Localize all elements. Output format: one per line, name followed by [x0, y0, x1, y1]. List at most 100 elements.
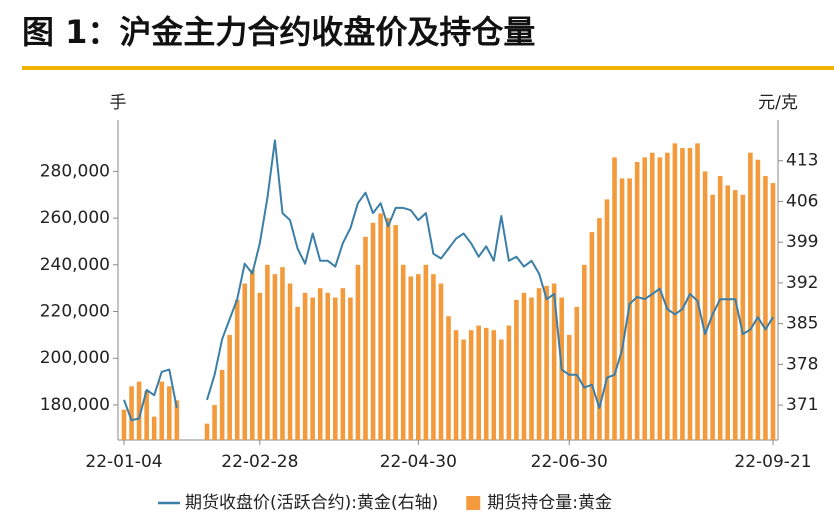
bar [242, 283, 248, 440]
bar [129, 386, 134, 440]
bar [400, 264, 406, 440]
bar [144, 390, 149, 440]
bar [446, 316, 451, 440]
bar [249, 269, 255, 440]
bar [536, 288, 542, 440]
bar [325, 292, 331, 440]
y-axis-unit: 手 [110, 93, 127, 113]
bar [612, 157, 617, 441]
y-tick-label: 240,000 [40, 255, 110, 275]
y2-tick-label: 406 [786, 191, 818, 211]
bar [582, 264, 587, 440]
y-tick-label: 180,000 [40, 395, 110, 415]
bar [363, 236, 368, 440]
price-line [123, 139, 774, 422]
bar [265, 264, 270, 440]
bar [333, 297, 338, 440]
bar [280, 267, 285, 440]
chart-title: 图 1：沪金主力合约收盘价及持仓量 [22, 13, 535, 51]
bar [468, 330, 474, 440]
bar [136, 381, 142, 440]
bar [340, 288, 346, 440]
y-tick-label: 220,000 [40, 302, 110, 322]
bar [257, 292, 263, 440]
bar [695, 143, 700, 440]
bar [227, 334, 232, 440]
bar [151, 416, 157, 440]
bar [416, 274, 421, 440]
bar [717, 176, 723, 440]
bar [483, 327, 489, 440]
bar [499, 339, 504, 440]
bar [272, 274, 278, 440]
bar [574, 306, 580, 440]
bar [174, 400, 180, 440]
x-tick-label: 22-04-30 [380, 452, 457, 472]
bar [393, 225, 398, 440]
bar [566, 334, 572, 440]
bar [219, 369, 225, 440]
bar [732, 190, 738, 440]
bar [506, 325, 512, 440]
y-tick-label: 200,000 [40, 348, 110, 368]
bar [423, 264, 429, 440]
bar [310, 297, 315, 440]
bar [295, 306, 300, 440]
x-tick-label: 22-01-04 [85, 452, 162, 472]
legend-swatch [466, 496, 481, 510]
bar [680, 148, 685, 441]
bar [725, 185, 731, 440]
bar [763, 176, 768, 440]
bar [740, 194, 746, 440]
bar [453, 330, 459, 440]
bar [287, 283, 293, 440]
bar [385, 218, 391, 440]
bar [438, 283, 444, 440]
y2-tick-label: 399 [786, 232, 818, 252]
y2-tick-label: 385 [786, 314, 818, 334]
bar [491, 330, 497, 440]
bar [544, 285, 549, 440]
bar [121, 409, 127, 440]
bar [317, 288, 323, 440]
y2-tick-label: 392 [786, 273, 818, 293]
bar [521, 292, 527, 440]
bar [755, 159, 761, 441]
bar [355, 264, 361, 440]
bar [212, 404, 217, 440]
bar [604, 199, 610, 440]
bar [204, 423, 210, 440]
bar [408, 276, 414, 440]
bar [665, 152, 670, 440]
bar [234, 299, 240, 440]
title-rule [22, 66, 834, 70]
x-tick-label: 22-09-21 [734, 452, 811, 472]
bar [378, 213, 383, 440]
bar [634, 162, 640, 440]
bar [461, 339, 466, 440]
bar [514, 299, 519, 440]
y2-tick-label: 371 [786, 395, 818, 415]
legend-label: 期货持仓量:黄金 [487, 493, 612, 513]
bar [551, 283, 557, 440]
bar [672, 143, 678, 440]
bar [589, 232, 595, 440]
y2-tick-label: 413 [786, 151, 818, 171]
y-tick-label: 280,000 [40, 161, 110, 181]
x-tick-label: 22-06-30 [531, 452, 608, 472]
bar [657, 157, 663, 441]
x-tick-label: 22-02-28 [221, 452, 298, 472]
bar [770, 183, 776, 441]
bar [348, 297, 353, 440]
bar [710, 194, 715, 440]
bar [166, 386, 172, 440]
bar [431, 274, 436, 440]
bar [649, 152, 655, 440]
bar [302, 292, 308, 440]
bar [619, 178, 625, 440]
y2-axis-unit: 元/克 [758, 93, 798, 113]
bar [476, 325, 481, 440]
bar [370, 222, 376, 440]
